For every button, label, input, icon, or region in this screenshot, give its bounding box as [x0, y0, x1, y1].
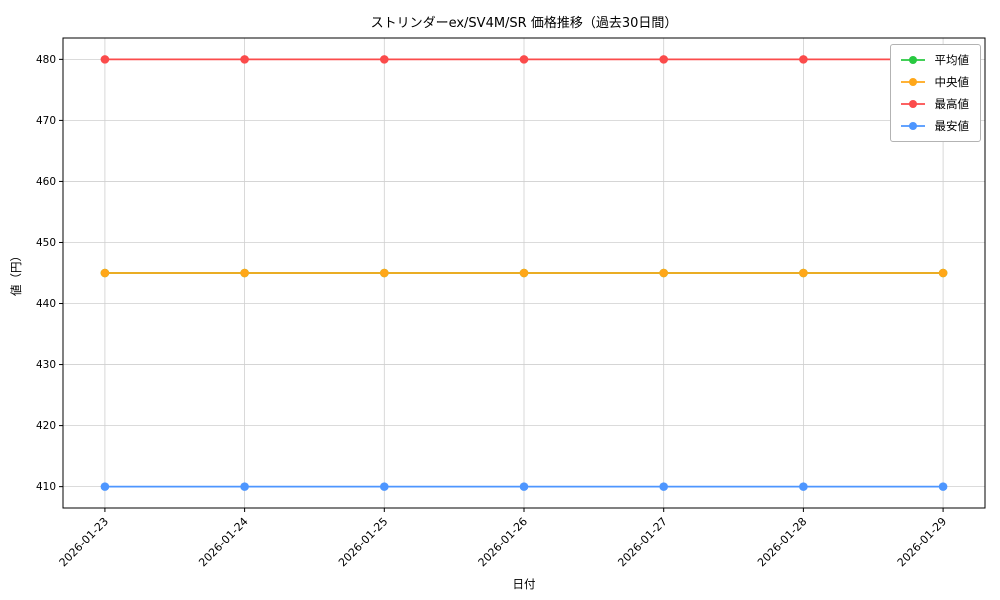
data-point: [240, 268, 249, 278]
data-point: [240, 482, 249, 491]
series-3: [100, 482, 948, 491]
y-tick-label: 410: [36, 481, 56, 493]
legend-swatch: [900, 56, 925, 64]
data-point: [659, 268, 668, 278]
data-point: [240, 55, 249, 64]
legend-entry: 最安値: [899, 118, 970, 134]
y-tick-label: 460: [36, 176, 56, 188]
data-point: [659, 55, 668, 64]
data-point: [799, 482, 808, 491]
x-tick-label: 2026-01-27: [615, 515, 669, 569]
x-tick-label: 2026-01-25: [336, 515, 390, 569]
data-point: [519, 482, 529, 491]
legend-label: 最高値: [934, 97, 970, 111]
y-tick-label: 440: [36, 298, 56, 310]
data-point: [100, 55, 110, 64]
legend-label: 最安値: [934, 119, 970, 133]
legend-swatch: [900, 122, 925, 130]
tick-labels: 410 420 430 440 450 460 470 480 2026-01-23 2026-0…: [36, 54, 949, 569]
series-2: [100, 55, 948, 64]
legend-entry: 平均値: [899, 52, 970, 68]
data-point: [380, 55, 389, 64]
axis-ticks: [59, 58, 944, 512]
x-tick-label: 2026-01-29: [895, 515, 949, 569]
data-point: [938, 268, 948, 278]
y-tick-label: 450: [36, 237, 56, 249]
data-point: [100, 482, 110, 491]
series-1: [100, 268, 948, 278]
data-point: [380, 482, 389, 491]
data-point: [100, 268, 110, 278]
y-tick-label: 470: [36, 115, 56, 127]
legend-entry: 中央値: [899, 74, 970, 90]
y-tick-label: 420: [36, 420, 56, 432]
legend-swatch: [900, 78, 925, 86]
data-point: [799, 55, 808, 64]
data-point: [380, 268, 389, 278]
legend-swatch: [900, 100, 925, 108]
legend-label: 平均値: [934, 53, 970, 67]
chart-title: ストリンダーex/SV4M/SR 価格推移（過去30日間）: [370, 16, 678, 31]
y-tick-label: 480: [36, 54, 56, 66]
x-axis-label: 日付: [512, 577, 536, 591]
x-tick-label: 2026-01-26: [476, 515, 530, 569]
y-tick-label: 430: [36, 359, 56, 371]
data-point: [519, 268, 529, 278]
x-tick-label: 2026-01-28: [755, 515, 809, 569]
data-point: [799, 268, 808, 278]
x-tick-label: 2026-01-24: [196, 515, 250, 569]
legend-entry: 最高値: [899, 96, 970, 112]
data-point: [938, 482, 948, 491]
data-point: [519, 55, 529, 64]
legend: 平均値中央値最高値最安値: [889, 44, 981, 142]
x-tick-label: 2026-01-23: [57, 515, 111, 569]
legend-label: 中央値: [934, 75, 970, 89]
data-point: [659, 482, 668, 491]
